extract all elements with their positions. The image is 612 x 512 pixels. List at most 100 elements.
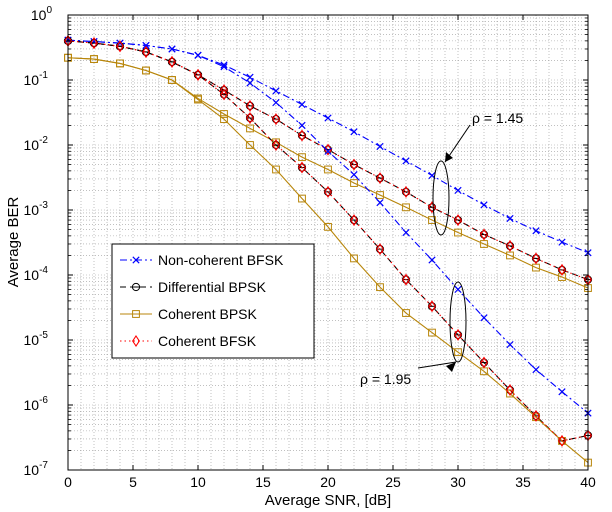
marker-square	[376, 191, 384, 199]
marker-stroke	[220, 63, 228, 71]
data-point	[324, 143, 332, 156]
marker-diamond	[532, 409, 540, 422]
marker-diamond	[246, 112, 254, 125]
data-point	[116, 40, 124, 53]
marker-square	[168, 76, 176, 84]
group-ellipse-rho-1-45	[432, 160, 450, 236]
data-point	[350, 254, 358, 263]
marker-square	[324, 222, 332, 231]
annotation-arrow-line	[417, 361, 457, 369]
data-point	[532, 409, 540, 422]
marker-stroke	[402, 157, 410, 165]
marker-square	[298, 194, 306, 203]
marker-stroke	[132, 256, 140, 264]
data-point	[428, 300, 436, 313]
marker-diamond	[376, 172, 384, 185]
data-point	[246, 73, 254, 81]
data-point	[402, 157, 410, 165]
series-line	[67, 57, 589, 464]
marker-stroke	[350, 171, 358, 179]
marker-square	[454, 228, 462, 237]
marker-diamond	[298, 161, 306, 174]
data-point	[220, 115, 228, 124]
marker-square	[350, 254, 358, 263]
marker-diamond	[350, 214, 358, 227]
data-point	[272, 87, 280, 95]
data-point	[142, 66, 150, 75]
marker-square	[402, 203, 410, 212]
x-tick-label: 30	[450, 474, 466, 490]
data-point	[402, 309, 410, 317]
marker-diamond	[506, 239, 514, 252]
y-tick-label: 10-2	[24, 135, 49, 153]
data-point	[324, 147, 332, 155]
data-point	[246, 124, 254, 133]
grid	[68, 15, 588, 470]
data-point	[324, 185, 332, 198]
data-point	[428, 328, 436, 337]
data-point	[272, 139, 280, 151]
data-point	[506, 384, 514, 397]
y-tick-label: 10-6	[24, 395, 49, 413]
data-point	[246, 112, 254, 125]
x-tick-label: 40	[580, 474, 596, 490]
data-point	[506, 389, 514, 398]
marker-stroke	[428, 256, 436, 264]
marker-diamond	[220, 88, 228, 101]
marker-square	[454, 348, 462, 357]
annotation-layer: ρ = 1.45 ρ = 1.95	[360, 110, 523, 387]
data-point	[246, 141, 254, 149]
legend-marker	[132, 310, 140, 318]
y-tick-label: 10-7	[24, 460, 49, 478]
data-point	[454, 214, 462, 227]
marker-stroke	[272, 87, 280, 95]
y-tick-label: 10-3	[24, 200, 49, 218]
data-point	[454, 328, 462, 341]
y-axis-label: Average BER	[5, 197, 22, 288]
data-point	[376, 172, 384, 185]
data-point	[402, 273, 410, 286]
data-point	[454, 285, 462, 294]
data-point	[272, 113, 280, 126]
marker-square	[194, 95, 202, 104]
marker-diamond	[402, 273, 410, 286]
y-tick-label: 10-5	[24, 330, 49, 348]
marker-diamond	[454, 214, 462, 227]
data-point	[350, 158, 358, 171]
marker-stroke	[480, 201, 488, 209]
marker-diamond	[194, 68, 202, 81]
marker-stroke	[532, 227, 540, 235]
marker-diamond	[480, 356, 488, 369]
x-tick-label: 25	[385, 474, 401, 490]
data-point	[194, 51, 202, 59]
y-tick-label: 10-1	[24, 70, 49, 88]
marker-square	[132, 310, 140, 318]
marker-stroke	[298, 100, 306, 109]
legend-label: Coherent BPSK	[158, 306, 257, 322]
data-point	[298, 121, 306, 130]
marker-square	[220, 115, 228, 124]
legend: Non-coherent BFSK Differential BPSK Cohere…	[111, 243, 315, 359]
x-tick-label: 35	[515, 474, 531, 490]
data-point	[220, 110, 228, 118]
marker-stroke	[480, 314, 488, 322]
marker-diamond	[324, 185, 332, 198]
data-point	[298, 161, 306, 174]
data-point	[90, 37, 98, 50]
group-ellipse-rho-1-95	[449, 281, 467, 363]
data-point	[194, 95, 202, 104]
data-point	[532, 366, 540, 374]
data-point	[532, 227, 540, 235]
series-layer	[63, 34, 593, 467]
data-point	[480, 314, 488, 322]
data-point	[350, 171, 358, 179]
data-point	[428, 201, 436, 214]
marker-square	[376, 283, 384, 292]
marker-square	[350, 179, 358, 187]
y-tick-label: 100	[31, 5, 53, 23]
marker-stroke	[376, 142, 384, 151]
data-point	[428, 216, 436, 224]
annotation-arrowhead	[446, 362, 456, 372]
marker-square	[324, 165, 332, 174]
data-point	[480, 201, 488, 209]
